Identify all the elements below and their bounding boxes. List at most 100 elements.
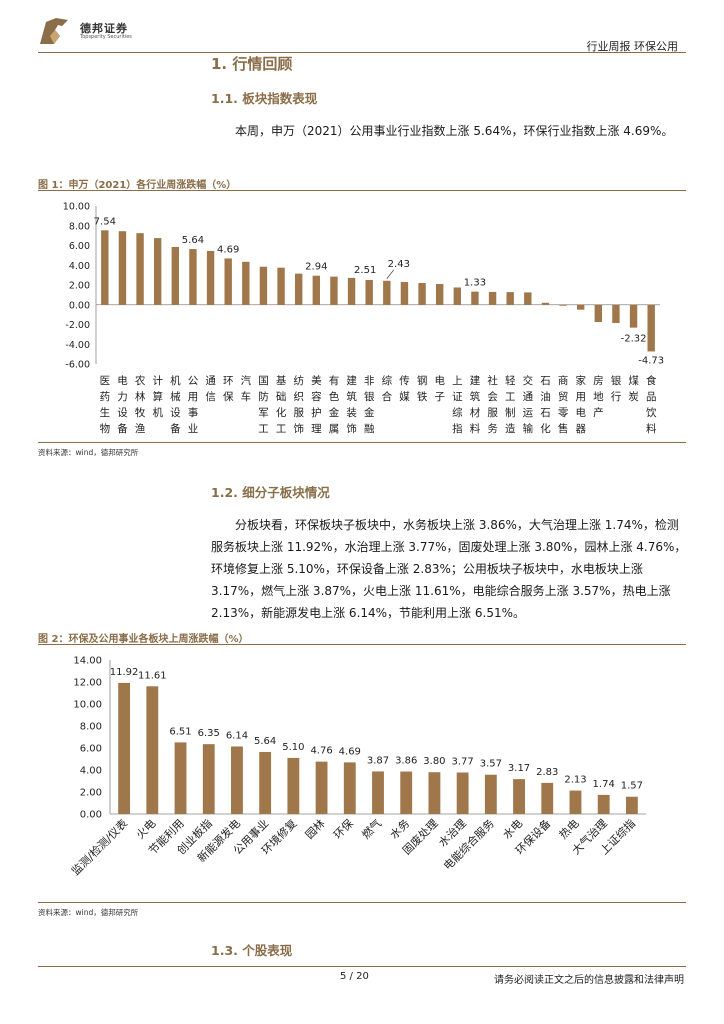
bar <box>484 774 497 814</box>
data-label: 4.69 <box>217 244 239 255</box>
x-tick-label: 家用电器 <box>575 374 586 435</box>
data-label: 3.17 <box>508 763 530 774</box>
bar <box>312 275 321 305</box>
x-tick-label: 食品饮料 <box>646 374 657 435</box>
x-tick-label: 国防军工 <box>258 375 269 435</box>
data-label: 1.74 <box>593 779 615 790</box>
y-tick-label: -4.00 <box>65 340 90 351</box>
bar <box>524 292 532 305</box>
bar <box>343 762 356 814</box>
bar <box>347 277 356 305</box>
x-tick-label: 水电 <box>500 817 525 842</box>
bar <box>435 284 444 305</box>
subsection-title-1-3: 1.3. 个股表现 <box>211 943 293 958</box>
x-tick-label: 热电 <box>557 817 582 842</box>
y-tick-label: 8.00 <box>69 221 90 232</box>
bar <box>418 283 426 305</box>
data-label: 5.10 <box>282 742 304 753</box>
paragraph-text: 本周，申万（2021）公用事业行业指数上涨 5.64%，环保行业指数上涨 4.6… <box>235 124 674 138</box>
company-name-en: Topsperity Securities <box>80 34 132 40</box>
bar <box>629 304 638 328</box>
x-tick-label: 银行 <box>611 374 622 403</box>
x-tick-label: 社会服务 <box>487 374 498 435</box>
data-label: 5.64 <box>182 235 204 246</box>
bar <box>541 782 554 814</box>
bar <box>224 258 232 305</box>
x-tick-label: 建筑材料 <box>470 374 481 435</box>
bar <box>202 744 215 814</box>
footer-disclaimer: 请务必阅读正文之后的信息披露和法律声明 <box>494 975 684 986</box>
bar <box>365 279 373 305</box>
data-label: 11.61 <box>138 670 167 681</box>
bar <box>488 291 497 305</box>
footer-divider <box>38 966 686 967</box>
y-tick-label: 6.00 <box>69 241 90 252</box>
bar <box>315 761 328 814</box>
figure-1-source: 资料来源：wind，德邦研究所 <box>38 448 139 457</box>
bar <box>189 249 197 305</box>
bar <box>231 746 243 814</box>
x-tick-label: 基础化工 <box>276 374 287 435</box>
data-label: 1.57 <box>621 781 643 792</box>
y-tick-label: 10.00 <box>63 202 90 213</box>
company-logo <box>40 18 68 44</box>
bar <box>242 261 250 305</box>
figure-1-bottom-rule <box>38 442 686 443</box>
bar <box>287 757 300 814</box>
data-label: 6.51 <box>169 726 191 737</box>
x-tick-label: 煤炭 <box>628 374 639 403</box>
section-title: 1. 行情回顾 <box>211 55 293 73</box>
y-tick-label: 14.00 <box>73 656 102 667</box>
bar <box>576 304 585 310</box>
x-tick-label: 非银金融 <box>364 375 375 435</box>
data-label: -2.32 <box>621 334 647 345</box>
figure-1-chart: 10.00 8.00 6.00 4.00 2.00 0.00 -2.00 -4.00 -6.00… <box>63 202 664 436</box>
y-tick-label: 12.00 <box>73 678 102 689</box>
bar <box>541 302 550 305</box>
bar <box>625 796 638 814</box>
x-tick-label: 石油石化 <box>540 375 551 435</box>
x-tick-label: 电力设备 <box>117 374 128 435</box>
y-tick-label: 4.00 <box>80 766 102 777</box>
bar <box>569 790 582 814</box>
paragraph-index-performance: 本周，申万（2021）公用事业行业指数上涨 5.64%，环保行业指数上涨 4.6… <box>211 120 687 142</box>
bar <box>383 280 391 305</box>
data-label: 5.64 <box>254 736 276 747</box>
subsection-title-1-1: 1.1. 板块指数表现 <box>211 91 318 106</box>
data-label: 2.51 <box>354 265 376 276</box>
x-tick-label: 水务 <box>388 817 413 842</box>
bar <box>400 282 409 305</box>
bar <box>118 231 127 305</box>
subsection-title-1-2: 1.2. 细分子板块情况 <box>211 485 330 500</box>
figure-2-chart: 14.00 12.00 10.00 8.00 6.00 4.00 2.00 0.00 11.92… <box>68 656 646 878</box>
bar <box>153 238 162 305</box>
x-tick-label: 环保 <box>330 816 355 841</box>
data-label: 11.92 <box>110 667 139 678</box>
data-label: 3.57 <box>480 759 502 770</box>
y-tick-label: -2.00 <box>65 320 90 331</box>
y-tick-label: 6.00 <box>80 744 102 755</box>
bar <box>428 772 441 814</box>
paragraph-text: 分板块看，环保板块子板块中，水务板块上涨 3.86%，大气治理上涨 1.74%，… <box>211 518 687 620</box>
data-label: 3.86 <box>395 756 417 767</box>
x-tick-label: 计算机 <box>152 374 163 419</box>
data-label: 3.80 <box>423 756 445 767</box>
data-label: 2.94 <box>305 262 327 273</box>
bar <box>171 246 180 305</box>
bar <box>400 771 413 814</box>
bar <box>372 771 384 814</box>
bar <box>101 230 109 305</box>
x-tick-label: 美容护理 <box>311 374 322 435</box>
x-tick-label: 有色金属 <box>329 374 340 435</box>
x-tick-label: 建筑装饰 <box>346 374 357 435</box>
company-name: 德邦证券 <box>80 22 128 35</box>
y-tick-label: 4.00 <box>69 261 90 272</box>
bar <box>330 276 338 305</box>
bar <box>118 682 131 814</box>
figure-2-top-rule <box>38 644 686 645</box>
x-tick-label: 钢铁 <box>417 374 428 403</box>
bar <box>146 686 159 814</box>
x-tick-label: 房地产 <box>593 374 604 419</box>
x-tick-label: 通信 <box>205 375 216 403</box>
bar <box>513 779 525 814</box>
